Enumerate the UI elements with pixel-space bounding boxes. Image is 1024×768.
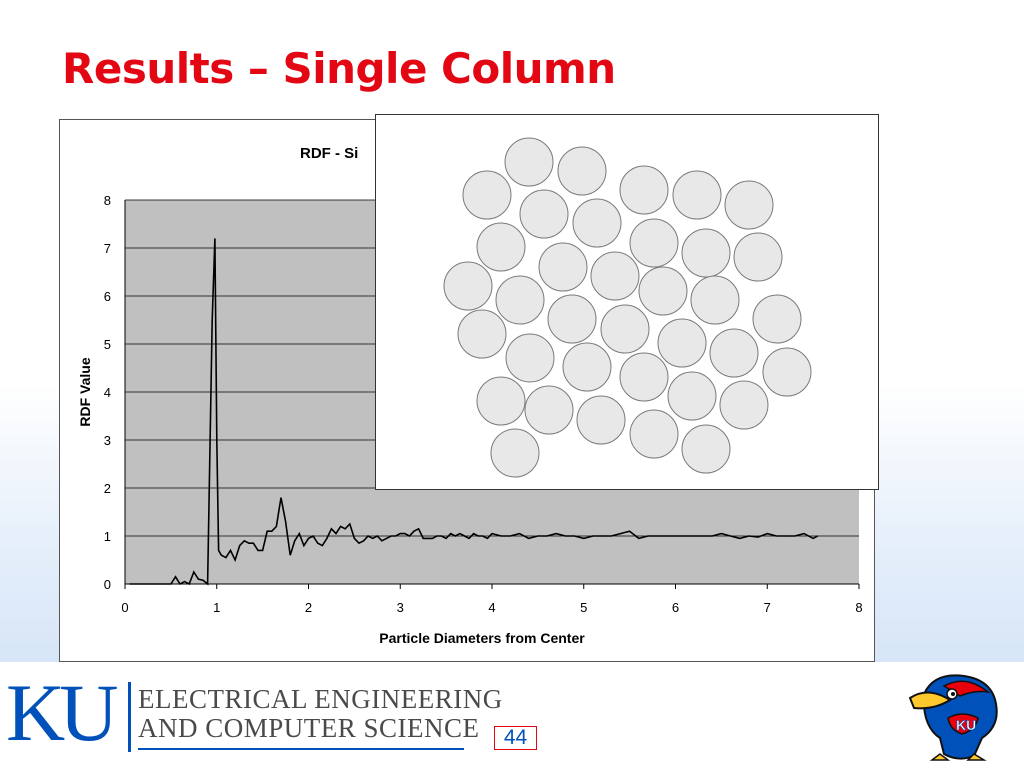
chart-title: RDF - Si (300, 145, 358, 162)
particle-circle (562, 342, 612, 392)
particle-circle (576, 395, 626, 445)
particle-circle (619, 165, 669, 215)
slide-title: Results – Single Column (62, 44, 616, 93)
y-tick-label: 1 (104, 529, 111, 544)
particle-circle (667, 371, 717, 421)
department-name-line1: ELECTRICAL ENGINEERING (138, 684, 503, 714)
particle-circle (709, 328, 759, 378)
y-tick-label: 3 (104, 433, 111, 448)
particle-circle (462, 170, 512, 220)
particle-circle (672, 170, 722, 220)
x-tick-label: 0 (121, 600, 128, 615)
particle-circle (629, 409, 679, 459)
particle-circle (724, 180, 774, 230)
jayhawk-mascot-icon: KU (908, 674, 998, 761)
particle-circle (733, 232, 783, 282)
particle-circle (600, 304, 650, 354)
particle-circle (557, 146, 607, 196)
particle-circle (629, 218, 679, 268)
logo-divider (128, 682, 131, 752)
particle-circle (443, 261, 493, 311)
x-tick-label: 8 (855, 600, 862, 615)
department-name-line2: AND COMPUTER SCIENCE (138, 713, 480, 743)
particle-circle (719, 380, 769, 430)
footer-band (0, 662, 1024, 768)
particle-packing-diagram (443, 137, 812, 478)
y-tick-label: 6 (104, 289, 111, 304)
x-tick-label: 5 (580, 600, 587, 615)
particle-circle (476, 222, 526, 272)
particle-circle (476, 376, 526, 426)
x-tick-label: 7 (764, 600, 771, 615)
y-axis-label: RDF Value (77, 357, 93, 426)
y-tick-label: 7 (104, 241, 111, 256)
particle-circle (572, 198, 622, 248)
particle-packing-inset (375, 114, 879, 490)
particle-circle (762, 347, 812, 397)
x-axis-label: Particle Diameters from Center (379, 630, 585, 646)
x-tick-label: 1 (213, 600, 220, 615)
y-tick-label: 5 (104, 337, 111, 352)
x-tick-label: 3 (397, 600, 404, 615)
ku-logo-letters: KU (6, 667, 118, 758)
rdf-series-line (129, 238, 819, 586)
particle-circle (519, 189, 569, 239)
department-underline (138, 748, 464, 750)
particle-circle (490, 428, 540, 478)
particle-circle (457, 309, 507, 359)
y-tick-label: 0 (104, 577, 111, 592)
particle-circle (524, 385, 574, 435)
particle-circle (495, 275, 545, 325)
particle-circle (681, 228, 731, 278)
particle-circle (690, 275, 740, 325)
particle-circle (752, 294, 802, 344)
particle-circle (681, 424, 731, 474)
y-tick-label: 2 (104, 481, 111, 496)
particle-circle (638, 266, 688, 316)
page-number: 44 (494, 726, 537, 750)
particle-circle (657, 318, 707, 368)
x-tick-label: 4 (488, 600, 495, 615)
particle-circle (619, 352, 669, 402)
particle-circle (547, 294, 597, 344)
x-tick-label: 2 (305, 600, 312, 615)
x-tick-label: 6 (672, 600, 679, 615)
particle-circle (504, 137, 554, 187)
y-tick-label: 4 (104, 385, 111, 400)
particle-circle (538, 242, 588, 292)
particle-circle (590, 251, 640, 301)
y-tick-label: 8 (104, 193, 111, 208)
particle-circle (505, 333, 555, 383)
svg-text:KU: KU (956, 717, 976, 733)
